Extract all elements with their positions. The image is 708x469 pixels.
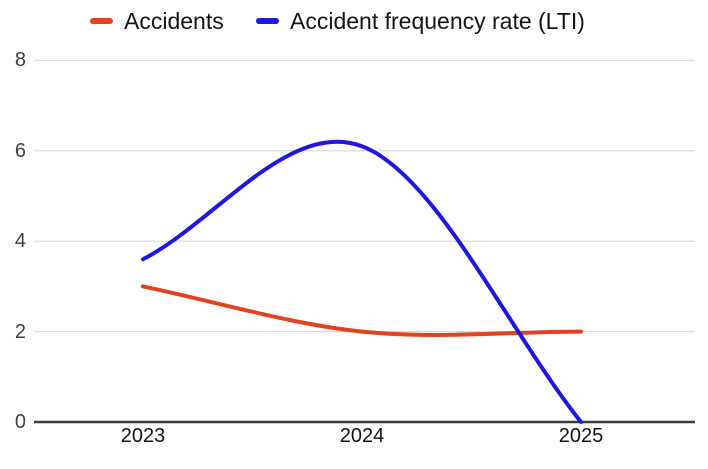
y-tick-label-4: 4 <box>14 230 26 253</box>
legend-item-accidents: Accidents <box>90 6 224 36</box>
lti-series-swatch-icon <box>256 18 279 24</box>
legend-label-accidents: Accidents <box>124 7 224 34</box>
x-tick-label-2023: 2023 <box>120 425 166 447</box>
x-tick-label-2024: 2024 <box>339 425 385 447</box>
accidents-series-swatch-icon <box>90 18 113 24</box>
y-tick-label-2: 2 <box>14 320 26 343</box>
legend-label-accident-frequency-rate: Accident frequency rate (LTI) <box>290 7 585 34</box>
legend: Accidents Accident frequency rate (LTI) <box>0 6 708 36</box>
series-line-accidents <box>141 284 583 337</box>
x-tick-label-2025: 2025 <box>558 425 604 447</box>
legend-item-accident-frequency-rate: Accident frequency rate (LTI) <box>256 6 585 36</box>
y-tick-label-0: 0 <box>14 411 26 433</box>
y-tick-label-6: 6 <box>14 139 26 162</box>
y-tick-label-8: 8 <box>14 49 26 72</box>
series-line-accident-frequency-rate-lti <box>141 139 583 424</box>
